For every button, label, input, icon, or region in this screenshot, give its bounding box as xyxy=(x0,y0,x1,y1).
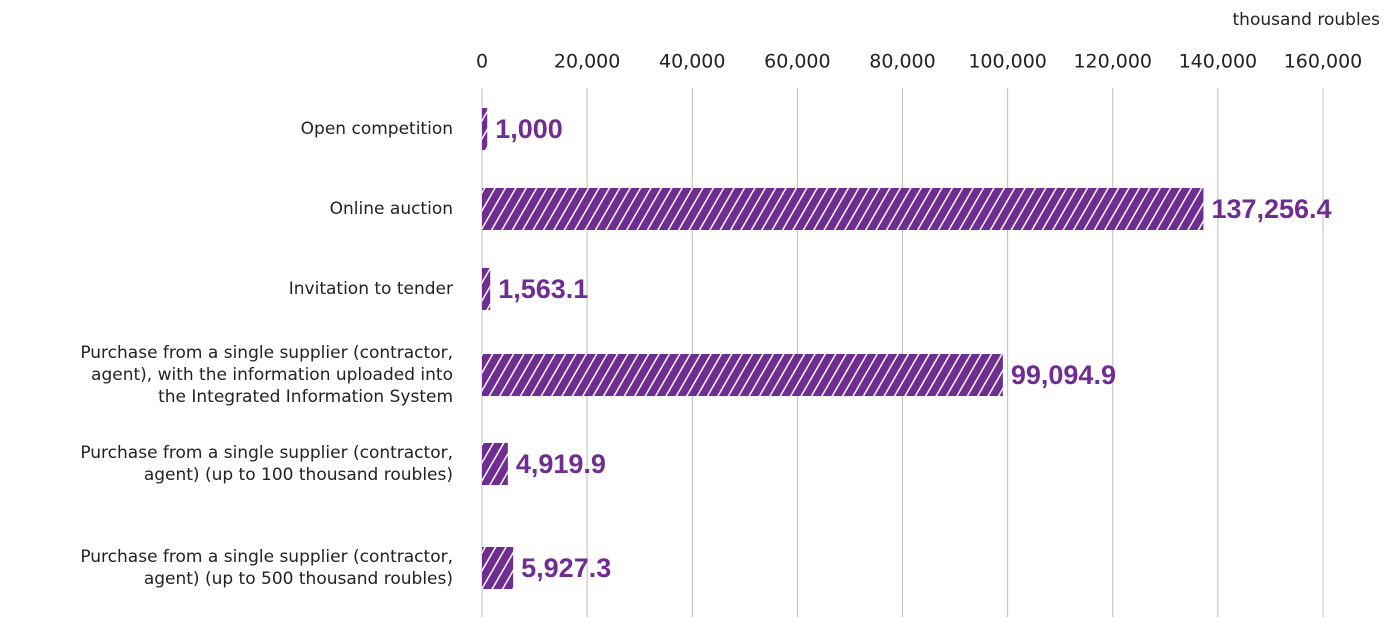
category-label: Purchase from a single supplier (contrac… xyxy=(80,443,453,485)
value-label: 137,256.4 xyxy=(1211,194,1331,224)
bar xyxy=(482,443,508,485)
bar xyxy=(482,547,514,589)
bar xyxy=(482,354,1003,396)
x-tick-label: 80,000 xyxy=(869,51,935,73)
category-label: Online auction xyxy=(329,199,453,219)
category-label: Purchase from a single supplier (contrac… xyxy=(80,547,453,589)
bar xyxy=(482,188,1204,230)
category-label: Purchase from a single supplier (contrac… xyxy=(80,343,453,407)
category-label: Open competition xyxy=(300,119,453,139)
axis-label: thousand roubles xyxy=(1233,10,1381,30)
x-tick-label: 60,000 xyxy=(764,51,830,73)
category-label: Invitation to tender xyxy=(288,279,453,299)
x-tick-label: 20,000 xyxy=(554,51,620,73)
value-label: 5,927.3 xyxy=(521,553,611,583)
bar xyxy=(482,108,488,150)
x-tick-label: 100,000 xyxy=(968,51,1047,73)
value-label: 1,000 xyxy=(495,114,563,144)
bar xyxy=(482,268,491,310)
x-tick-label: 160,000 xyxy=(1284,51,1363,73)
value-label: 1,563.1 xyxy=(498,274,588,304)
x-tick-label: 120,000 xyxy=(1073,51,1152,73)
value-label: 4,919.9 xyxy=(516,449,606,479)
value-label: 99,094.9 xyxy=(1011,360,1116,390)
x-tick-label: 140,000 xyxy=(1179,51,1258,73)
x-tick-label: 0 xyxy=(476,51,488,73)
x-tick-label: 40,000 xyxy=(659,51,725,73)
